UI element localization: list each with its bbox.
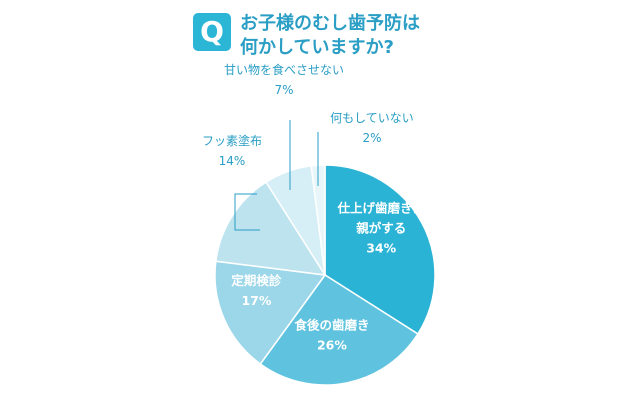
slice-value-label: 7% (274, 83, 293, 97)
slice-value-label: 26% (317, 338, 347, 353)
pie-slice-2 (214, 260, 327, 366)
slice-value-label: 34% (366, 241, 396, 256)
slice-category-label: 仕上げ歯磨きは (336, 201, 425, 216)
question-line-1: お子様のむし歯予防は (240, 13, 420, 34)
slice-value-label: 17% (241, 293, 271, 308)
slice-category-label: 食後の歯磨き (293, 318, 369, 333)
slice-category-label: 甘い物を食べさせない (224, 62, 344, 77)
slice-category-label: 親がする (356, 221, 406, 236)
slice-value-label: 14% (219, 154, 246, 168)
q-badge: Q (193, 13, 231, 51)
question-line-2: 何かしていますか? (240, 37, 394, 58)
slice-category-label: フッ素塗布 (202, 133, 262, 148)
slice-value-label: 2% (362, 131, 381, 145)
slice-category-label: 何もしていない (330, 111, 414, 125)
pie-slice-3 (215, 181, 327, 276)
slice-category-label: 定期検診 (230, 273, 282, 288)
q-letter: Q (200, 15, 224, 48)
leader-line-3 (234, 193, 260, 231)
leader-lines (234, 120, 319, 231)
pie-slice-1 (259, 273, 419, 386)
question-title: お子様のむし歯予防は 何かしていますか? (240, 12, 460, 60)
pie-slices (214, 164, 436, 386)
